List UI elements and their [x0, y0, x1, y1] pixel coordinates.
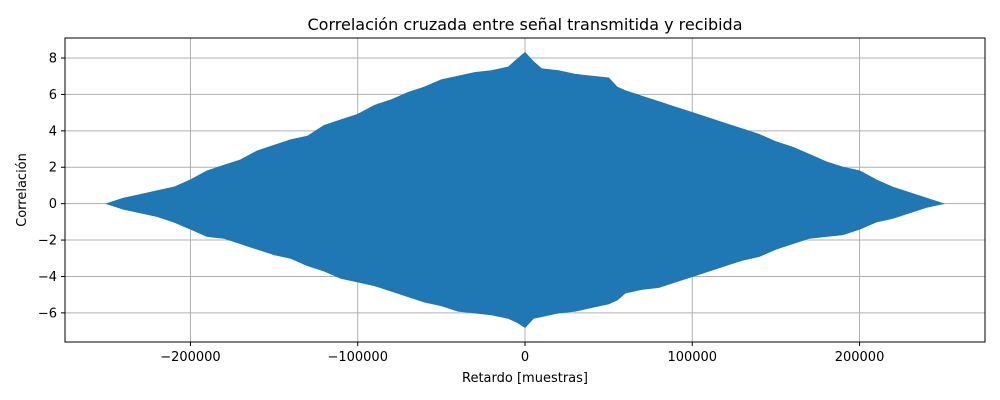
x-tick-label: 200000: [835, 350, 885, 365]
x-tick-label: 100000: [667, 350, 717, 365]
y-tick-label: 8: [49, 52, 57, 67]
correlation-envelope: [105, 51, 946, 329]
x-tick-label: −100000: [327, 350, 388, 365]
y-tick-label: 6: [49, 88, 57, 103]
y-tick-label: 4: [49, 124, 57, 139]
y-tick-label: −2: [38, 234, 57, 249]
x-tick-label: 0: [521, 350, 529, 365]
chart-title: Correlación cruzada entre señal transmit…: [307, 15, 742, 34]
y-tick-label: −6: [38, 306, 57, 321]
x-tick-label: −200000: [160, 350, 221, 365]
y-axis-label: Correlación: [15, 153, 30, 227]
y-tick-label: 0: [49, 197, 57, 212]
ticks: −200000 −100000 0 100000 200000 −6 −4 −2 0 2 4 6 8: [38, 52, 885, 365]
x-axis-label: Retardo [muestras]: [462, 371, 588, 386]
y-tick-label: −4: [38, 270, 57, 285]
y-tick-label: 2: [49, 161, 57, 176]
